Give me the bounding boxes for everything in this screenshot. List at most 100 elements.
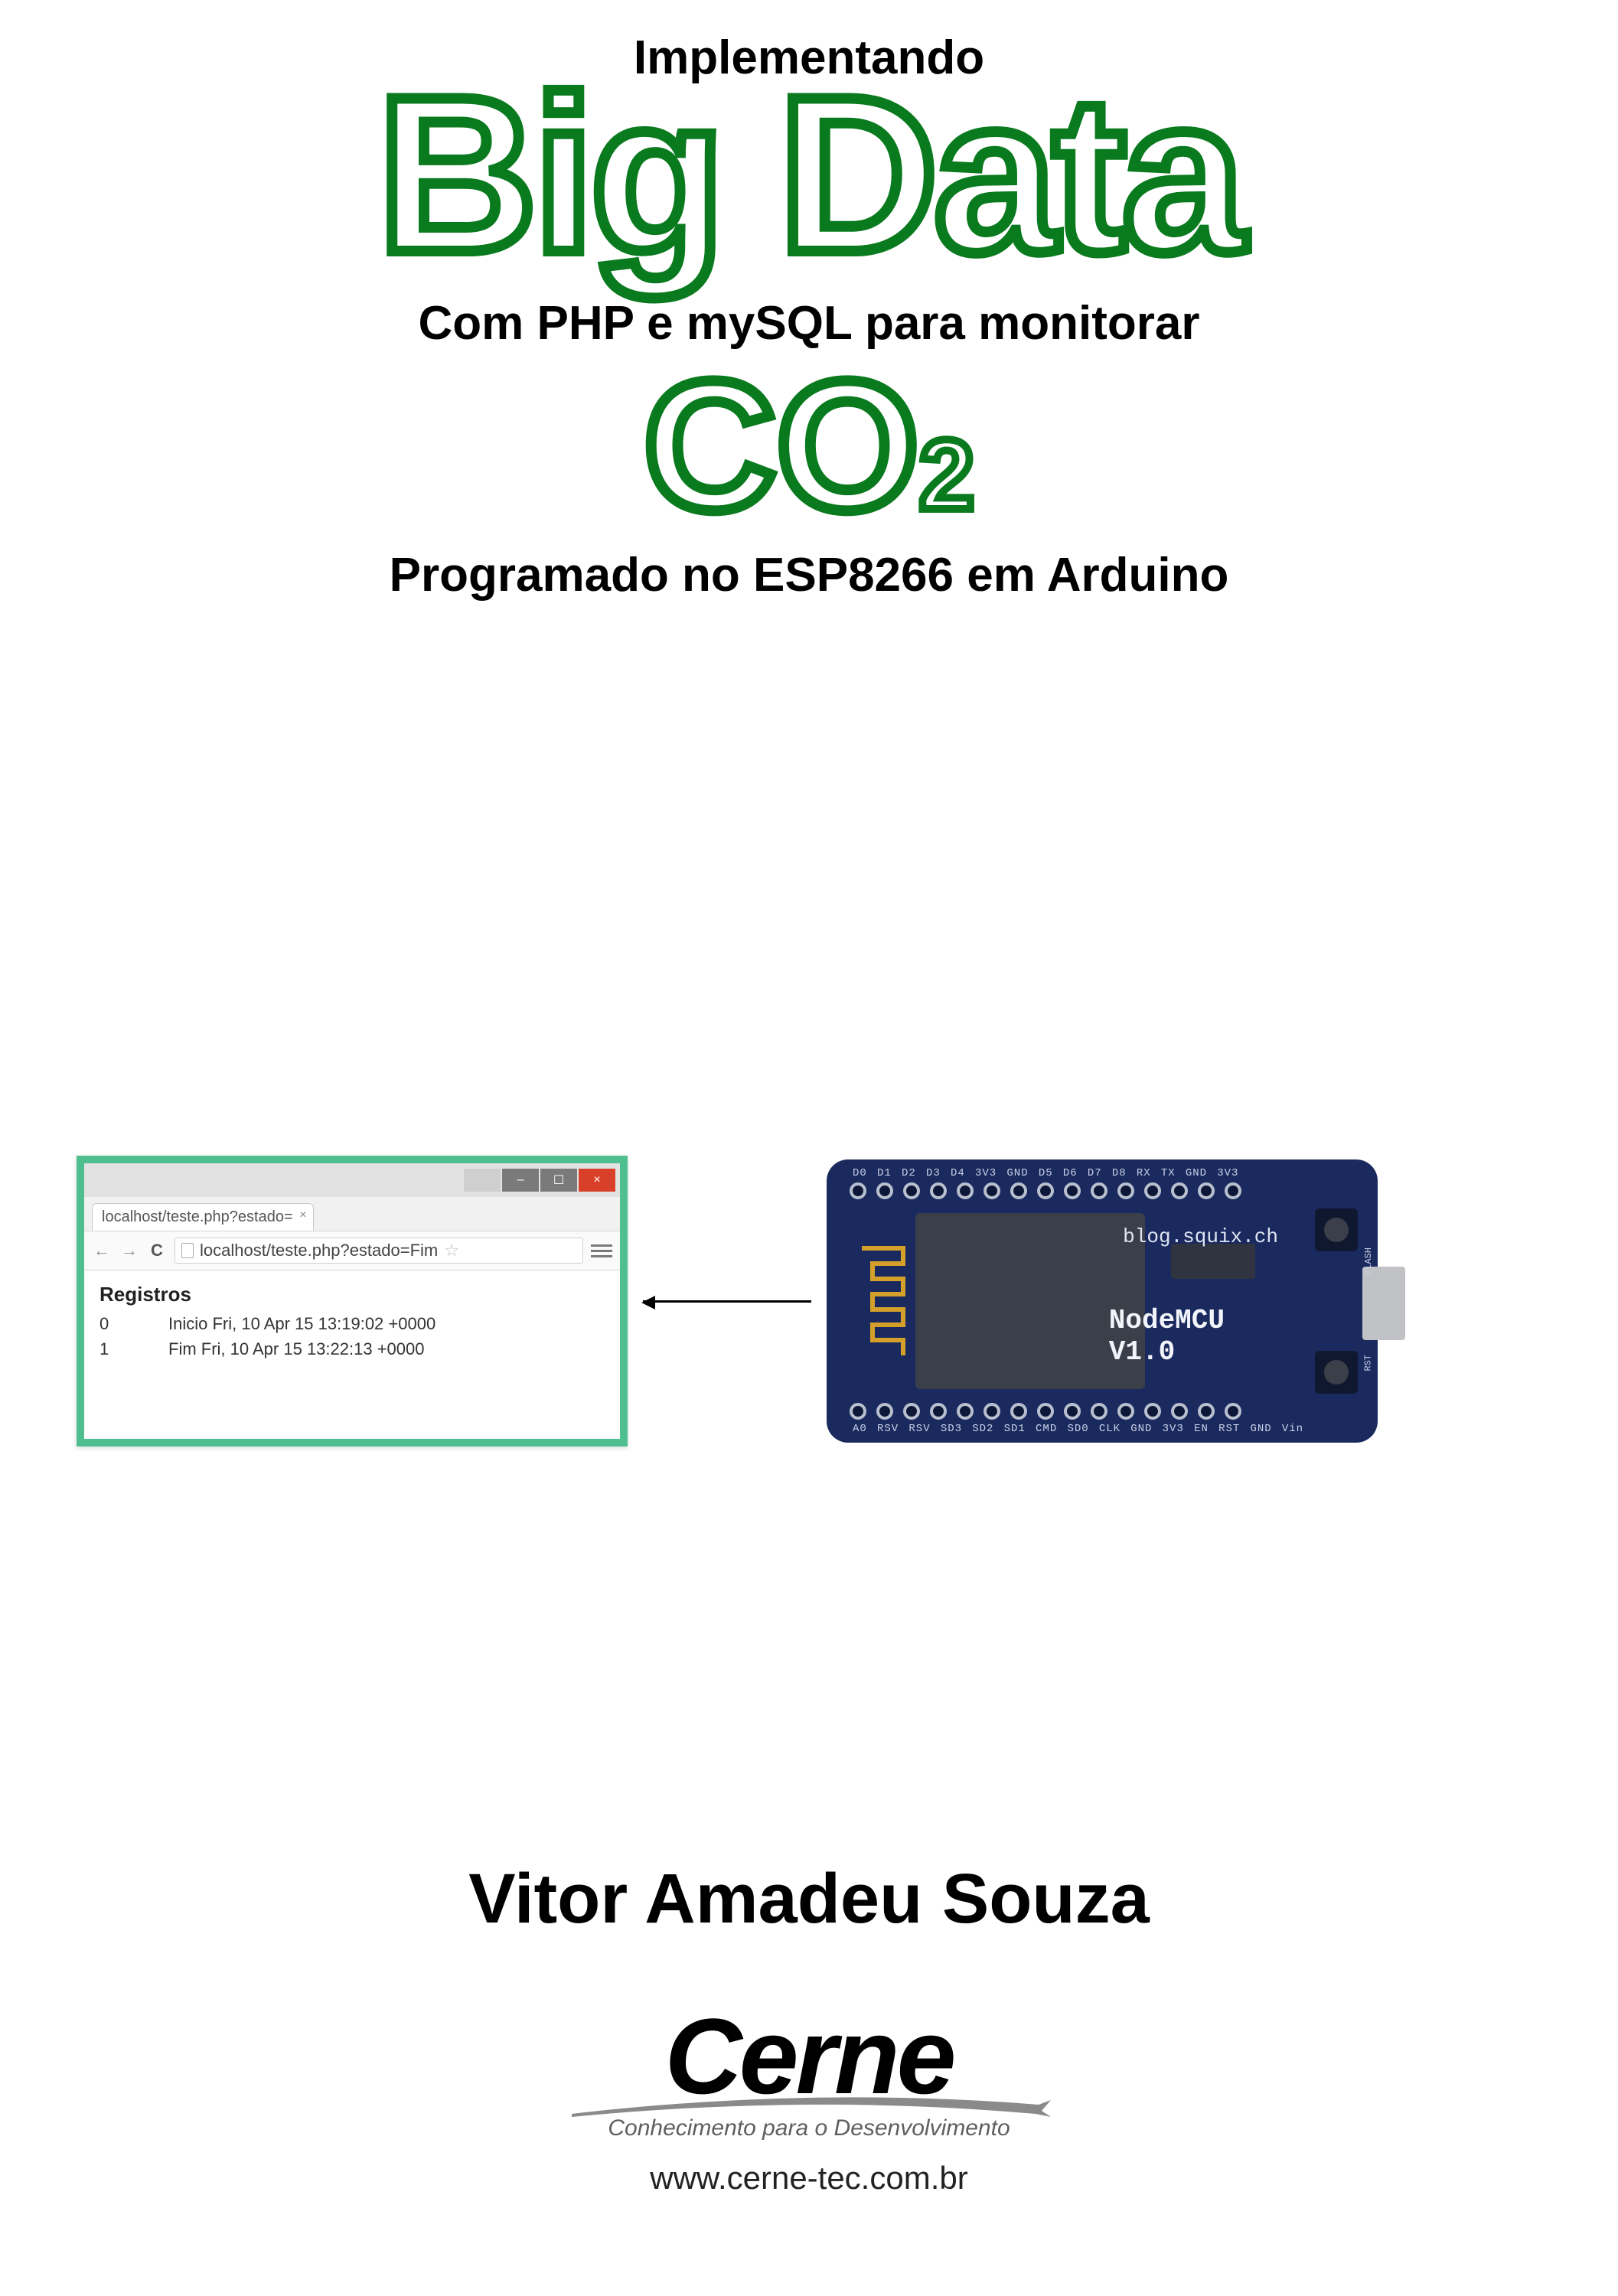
pin-label: D1 [877,1167,892,1179]
pin-hole [1144,1403,1161,1420]
pin-label: D0 [853,1167,867,1179]
window-close-btn[interactable]: × [579,1169,615,1192]
pin-hole [1117,1403,1134,1420]
pin-label: EN [1194,1423,1209,1435]
pin-hole [930,1182,947,1199]
board-blog-label: blog.squix.ch [1123,1225,1278,1248]
pin-label: TX [1161,1167,1176,1179]
records-heading: Registros [99,1283,605,1306]
illustration-row: – ☐ × localhost/teste.php?estado= × ← → … [77,1125,1541,1477]
pin-label: RX [1137,1167,1151,1179]
window-minimize-btn[interactable]: – [502,1169,539,1192]
record-text: Inicio Fri, 10 Apr 15 13:19:02 +0000 [168,1311,435,1336]
tab-strip: localhost/teste.php?estado= × [84,1197,620,1231]
pin-hole [1010,1403,1027,1420]
pin-label: A0 [853,1423,867,1435]
pin-label: Vin [1282,1423,1303,1435]
pin-label: GND [1130,1423,1152,1435]
flash-button[interactable] [1315,1208,1358,1251]
pin-label: 3V3 [975,1167,997,1179]
window-titlebar: – ☐ × [84,1163,620,1197]
pin-label: RSV [877,1423,899,1435]
pin-hole [850,1403,866,1420]
pin-hole [1198,1182,1215,1199]
board-name-label: NodeMCU V1.0 [1109,1305,1225,1368]
logo-text: Cerne [665,2008,954,2105]
co2-subscript: 2 [919,419,974,530]
tab-close-icon[interactable]: × [299,1208,306,1222]
pin-label: D7 [1088,1167,1102,1179]
pin-holes-bottom [850,1403,1241,1420]
pin-hole [1117,1182,1134,1199]
nodemcu-wrap: D0D1D2D3D43V3GNDD5D6D7D8RXTXGND3V3 blog.… [827,1159,1408,1443]
address-bar-row: ← → C localhost/teste.php?estado=Fim ☆ [84,1231,620,1270]
pin-hole [984,1403,1000,1420]
pin-label: GND [1006,1167,1028,1179]
pin-label: RST [1218,1423,1240,1435]
pin-label: GND [1250,1423,1271,1435]
pin-hole [957,1182,974,1199]
pin-hole [1171,1182,1188,1199]
window-maximize-btn[interactable]: ☐ [540,1169,577,1192]
pin-hole [1171,1403,1188,1420]
board-name: NodeMCU [1109,1305,1225,1336]
pin-label: RSV [908,1423,930,1435]
board-version: V1.0 [1109,1336,1175,1368]
pin-labels-bottom: A0RSVRSVSD3SD2SD1CMDSD0CLKGND3V3ENRSTGND… [853,1423,1303,1435]
bookmark-star-icon[interactable]: ☆ [444,1241,459,1261]
reset-button-label: RST [1363,1355,1374,1371]
browser-tab[interactable]: localhost/teste.php?estado= × [92,1203,314,1231]
pin-hole [957,1403,974,1420]
title-line3: Programado no ESP8266 em Arduino [0,548,1618,602]
pin-hole [1010,1182,1027,1199]
pin-label: D2 [902,1167,916,1179]
pin-hole [876,1403,893,1420]
pin-hole [1198,1403,1215,1420]
book-cover: Implementando Big Data Com PHP e mySQL p… [0,0,1618,2296]
footer-block: Vitor Amadeu Souza Cerne Conhecimento pa… [0,1859,1618,2197]
record-index: 0 [99,1311,168,1336]
board-component [1171,1244,1255,1279]
menu-icon[interactable] [591,1244,612,1257]
pin-hole [984,1182,1000,1199]
data-flow-arrow [628,1300,827,1303]
record-row: 1 Fim Fri, 10 Apr 15 13:22:13 +0000 [99,1336,605,1362]
pin-hole [930,1403,947,1420]
pin-label: 3V3 [1163,1423,1184,1435]
pin-label: CLK [1099,1423,1121,1435]
nav-forward-icon[interactable]: → [119,1241,139,1261]
title-block: Implementando Big Data Com PHP e mySQL p… [0,31,1618,602]
title-co2: CO2 [0,358,1618,533]
pin-label: D4 [951,1167,965,1179]
address-text: localhost/teste.php?estado=Fim [200,1241,438,1261]
pin-hole [876,1182,893,1199]
pin-label: SD1 [1004,1423,1026,1435]
address-bar[interactable]: localhost/teste.php?estado=Fim ☆ [175,1238,583,1264]
record-row: 0 Inicio Fri, 10 Apr 15 13:19:02 +0000 [99,1311,605,1336]
pin-hole [1037,1182,1054,1199]
publisher-logo: Cerne Conhecimento para o Desenvolviment… [0,2008,1618,2197]
pin-label: GND [1186,1167,1207,1179]
nodemcu-board: D0D1D2D3D43V3GNDD5D6D7D8RXTXGND3V3 blog.… [827,1159,1378,1443]
record-index: 1 [99,1336,168,1362]
arrow-line-icon [643,1300,811,1303]
nav-back-icon[interactable]: ← [92,1241,112,1261]
author-name: Vitor Amadeu Souza [0,1859,1618,1939]
pin-hole [1225,1182,1241,1199]
pin-hole [1091,1182,1107,1199]
flash-button-label: FLASH [1363,1247,1374,1275]
pin-holes-top [850,1182,1241,1199]
reset-button[interactable] [1315,1351,1358,1394]
browser-window: – ☐ × localhost/teste.php?estado= × ← → … [77,1156,628,1446]
pin-hole [1225,1403,1241,1420]
pin-hole [1064,1182,1081,1199]
pin-hole [1091,1403,1107,1420]
pin-hole [903,1182,920,1199]
pin-label: D6 [1063,1167,1078,1179]
page-content: Registros 0 Inicio Fri, 10 Apr 15 13:19:… [84,1270,620,1439]
pin-hole [1037,1403,1054,1420]
pin-hole [850,1182,866,1199]
window-blank-btn[interactable] [464,1169,501,1192]
pin-hole [1144,1182,1161,1199]
reload-icon[interactable]: C [147,1241,167,1261]
